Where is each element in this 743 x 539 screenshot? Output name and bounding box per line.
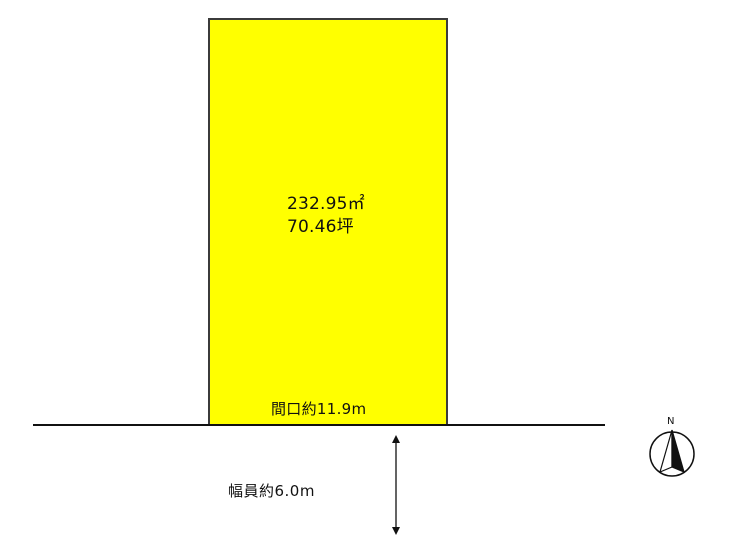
compass-north-label: N — [667, 416, 674, 427]
frontage-label: 間口約11.9m — [271, 400, 367, 418]
road-width-arrow — [392, 435, 400, 535]
area-sqm-label: 232.95㎡ — [287, 194, 365, 214]
area-tsubo-label: 70.46坪 — [287, 217, 354, 237]
area-text: 232.95㎡ 70.46坪 — [287, 193, 365, 239]
road-boundary-line — [33, 424, 605, 426]
land-plot — [208, 18, 448, 424]
road-width-label: 幅員約6.0m — [228, 482, 315, 500]
north-compass-icon: N — [649, 416, 695, 477]
